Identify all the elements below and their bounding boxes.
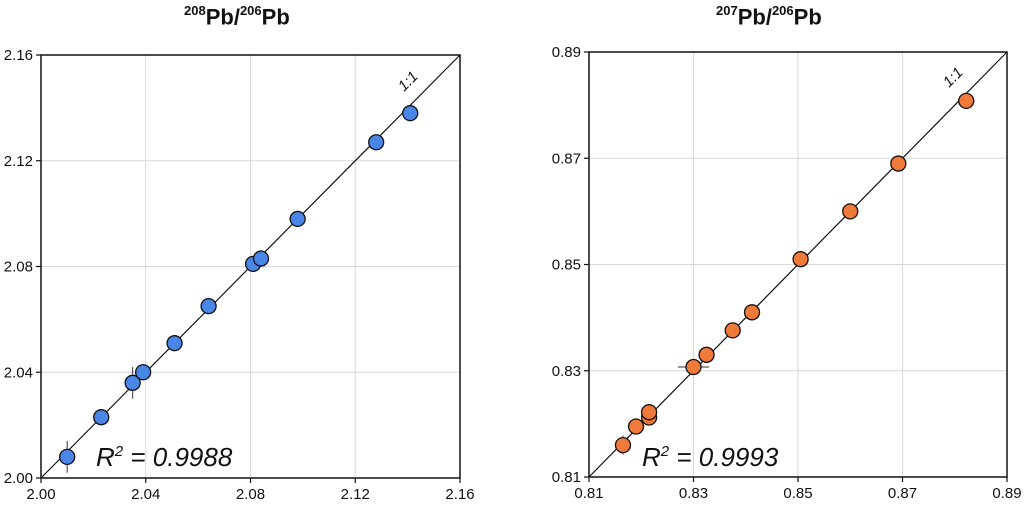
- x-tick-label: 0.83: [679, 485, 708, 502]
- chart-pb208: 2.002.00 2.04 2.04 2.08 2.08 2.12 2.12 2.16 2.16…: [4, 47, 475, 503]
- x-tick-label: 2.12: [341, 486, 370, 503]
- plot-frame: [40, 54, 461, 479]
- x-tick-label: 2.04: [131, 486, 160, 503]
- x-tick-label: 2.16: [445, 486, 474, 503]
- x-tick-label: 2.08: [236, 486, 265, 503]
- y-tick-label: 0.85: [552, 257, 581, 274]
- data-point: [743, 304, 761, 321]
- data-point: [724, 322, 741, 339]
- x-tick-label: 0.81: [574, 485, 603, 502]
- plot-frame: [588, 51, 1008, 478]
- data-point: [368, 134, 385, 151]
- data-point: [890, 155, 907, 172]
- data-point: [792, 251, 809, 268]
- data-point: [698, 346, 715, 363]
- data-point: [200, 298, 217, 315]
- y-tick-label: 0.81: [552, 469, 581, 486]
- data-point: [93, 409, 110, 426]
- data-point: [627, 418, 645, 435]
- r-squared-label: R2 = 0.9988: [96, 442, 233, 472]
- x-tick-label: 2.00: [26, 486, 55, 503]
- data-point: [685, 358, 702, 376]
- x-tick-label: 0.89: [992, 485, 1021, 502]
- chart-title-pb208-pb206: 208Pb/206Pb: [184, 3, 290, 30]
- chart-pb207: 0.810.81 0.83 0.83 0.85 0.85 0.87 0.87 0.89 0.89…: [552, 44, 1022, 502]
- data-point: [59, 448, 76, 466]
- x-tick-label: 0.85: [783, 485, 812, 502]
- y-tick-label: 0.83: [552, 363, 581, 380]
- data-point: [166, 335, 183, 352]
- data-point: [958, 92, 975, 110]
- data-point: [842, 203, 859, 220]
- y-tick-label: 2.00: [4, 470, 33, 487]
- y-tick-label: 2.04: [4, 364, 33, 381]
- data-point: [134, 364, 152, 381]
- x-tick-label: 0.87: [888, 485, 917, 502]
- y-tick-label: 0.87: [552, 150, 581, 167]
- y-tick-label: 0.89: [552, 44, 581, 61]
- one-to-one-label: 1:1: [940, 64, 967, 91]
- y-tick-label: 2.16: [4, 47, 33, 64]
- data-point: [289, 210, 306, 228]
- chart-title-pb207-pb206: 207Pb/206Pb: [716, 3, 822, 30]
- data-point: [402, 105, 419, 122]
- r-squared-label: R2 = 0.9993: [642, 442, 779, 472]
- y-tick-label: 2.12: [4, 153, 33, 170]
- one-to-one-label: 1:1: [395, 68, 422, 95]
- y-tick-label: 2.08: [4, 259, 33, 276]
- data-point: [252, 250, 270, 267]
- data-point: [640, 404, 658, 421]
- data-point: [614, 436, 632, 454]
- data-point: [124, 374, 141, 391]
